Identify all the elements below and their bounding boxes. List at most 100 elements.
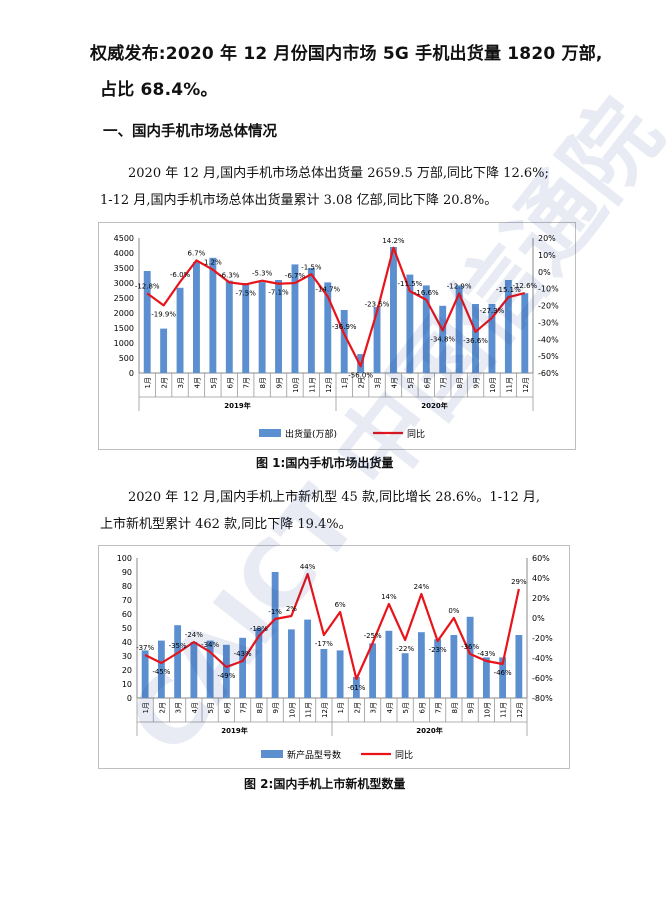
yoy-data-label: -25% — [364, 632, 382, 640]
yoy-data-label: -18% — [250, 625, 268, 633]
right-axis-tick-label: -40% — [538, 335, 559, 344]
left-axis-tick-label: 20 — [122, 666, 132, 675]
left-axis-tick-label: 100 — [117, 554, 132, 563]
category-tick-label: 12月 — [516, 702, 524, 718]
yoy-data-label: -36.9% — [332, 323, 357, 331]
yoy-data-label: -49% — [217, 672, 235, 680]
left-axis-tick-label: 50 — [122, 624, 132, 633]
left-axis-tick-label: 70 — [122, 596, 132, 605]
bar — [455, 285, 463, 373]
left-axis-tick-label: 60 — [122, 610, 132, 619]
category-tick-label: 1月 — [341, 377, 349, 388]
yoy-data-label: 14% — [381, 593, 397, 601]
left-axis-tick-label: 30 — [122, 652, 132, 661]
yoy-data-label: -7.1% — [268, 289, 289, 297]
category-tick-label: 8月 — [451, 702, 459, 713]
bar — [417, 632, 425, 698]
category-tick-label: 5月 — [402, 702, 410, 713]
yoy-data-label: -5.3% — [252, 270, 273, 278]
category-tick-label: 8月 — [456, 377, 464, 388]
bar — [222, 644, 230, 698]
yoy-data-label: -34% — [201, 641, 219, 649]
left-axis-tick-label: 80 — [122, 582, 132, 591]
bar — [466, 616, 474, 698]
category-tick-label: 2月 — [161, 377, 169, 388]
bar — [488, 304, 496, 373]
yoy-data-label: -6.0% — [170, 271, 191, 279]
category-tick-label: 5月 — [210, 377, 218, 388]
yoy-data-label: -34.8% — [430, 335, 455, 343]
yoy-data-label: 29% — [511, 578, 527, 586]
section-heading: 一、国内手机市场总体情况 — [103, 124, 277, 140]
category-tick-label: 9月 — [272, 702, 280, 713]
yoy-data-label: 24% — [414, 583, 430, 591]
bar — [450, 635, 458, 698]
left-axis-tick-label: 500 — [119, 354, 134, 363]
yoy-data-label: -36% — [461, 643, 479, 651]
category-tick-label: 11月 — [308, 377, 316, 393]
paragraph-2: 2020 年 12 月,国内手机上市新机型 45 款,同比增长 28.6%。1-… — [100, 484, 580, 538]
bar — [390, 247, 397, 373]
bar — [190, 642, 198, 698]
yoy-data-label: -45% — [152, 668, 170, 676]
yoy-data-label: -23.5% — [365, 300, 390, 308]
bar — [206, 640, 214, 698]
bar — [287, 629, 295, 698]
bar — [209, 257, 217, 373]
chart-1-frame: 0 500 1000 1500 2000 2500 3000 3500 4000 4500 -60%… — [98, 222, 576, 450]
category-tick-label: 9月 — [467, 702, 475, 713]
category-tick-label: 9月 — [473, 377, 481, 388]
bar — [369, 643, 377, 698]
left-axis-tick-label: 0 — [127, 694, 132, 703]
yoy-data-label: -35% — [169, 642, 187, 650]
right-axis-tick-label: 0% — [532, 614, 545, 623]
bar — [157, 640, 165, 698]
yoy-data-label: -16.6% — [414, 289, 439, 297]
right-axis-tick-label: -20% — [532, 634, 553, 643]
chart-2: 0 10 20 30 40 50 60 70 80 90 100 -80% -60% -40% -20% 0%… — [117, 554, 553, 761]
left-axis-tick-label: 3000 — [114, 279, 134, 288]
bar — [275, 280, 282, 373]
bar — [499, 657, 507, 698]
bar — [225, 280, 233, 373]
category-tick-label: 2月 — [158, 702, 166, 713]
yoy-data-label: -6.7% — [285, 272, 306, 280]
category-tick-label: 1月 — [337, 702, 345, 713]
category-tick-label: 8月 — [259, 377, 267, 388]
bar — [324, 282, 332, 373]
right-axis-tick-label: -80% — [532, 694, 553, 703]
bar — [307, 268, 315, 373]
paragraph-1-line-2: 1-12 月,国内手机市场总体出货量累计 3.08 亿部,同比下降 20.8%。 — [100, 193, 498, 208]
paragraph-2-line-2: 上市新机型累计 462 款,同比下降 19.4%。 — [100, 517, 352, 532]
category-tick-label: 4月 — [193, 377, 201, 388]
category-tick-label: 12月 — [522, 377, 530, 393]
category-tick-label: 6月 — [418, 702, 426, 713]
bar — [472, 304, 479, 373]
right-axis-tick-label: 40% — [532, 574, 550, 583]
legend-line-label: 同比 — [395, 749, 413, 761]
yoy-data-label: -14.7% — [315, 286, 340, 294]
category-tick-label: 1月 — [144, 377, 152, 388]
bar — [422, 285, 430, 373]
bar — [352, 677, 360, 698]
category-tick-label: 3月 — [177, 377, 185, 388]
category-tick-label: 12月 — [325, 377, 333, 393]
left-axis-tick-label: 4500 — [114, 234, 134, 243]
bar — [521, 293, 529, 373]
category-tick-label: 7月 — [435, 702, 443, 713]
right-axis-tick-label: 0% — [538, 268, 551, 277]
year-group-label: 2020年 — [421, 401, 447, 410]
left-axis-tick-label: 90 — [122, 568, 132, 577]
category-tick-label: 10月 — [483, 702, 491, 718]
yoy-data-label: -22% — [396, 645, 414, 653]
yoy-data-label: -61% — [347, 684, 365, 692]
paragraph-2-line-1: 2020 年 12 月,国内手机上市新机型 45 款,同比增长 28.6%。1-… — [128, 490, 540, 505]
legend-line-label: 同比 — [407, 428, 425, 440]
yoy-data-label: -56.0% — [348, 371, 373, 379]
category-tick-label: 5月 — [207, 702, 215, 713]
category-tick-label: 5月 — [407, 377, 415, 388]
right-axis-tick-label: 20% — [538, 234, 556, 243]
yoy-data-label: -12.9% — [447, 283, 472, 291]
right-axis-tick-label: -40% — [532, 654, 553, 663]
category-tick-label: 4月 — [386, 702, 394, 713]
